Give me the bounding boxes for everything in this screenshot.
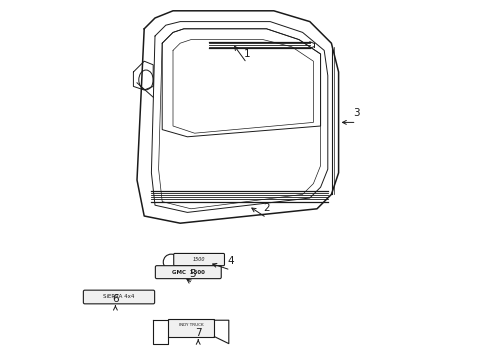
Text: SiERRA 4x4: SiERRA 4x4 bbox=[103, 294, 135, 300]
Text: INDY TRUCK: INDY TRUCK bbox=[179, 323, 203, 327]
FancyBboxPatch shape bbox=[83, 290, 155, 304]
Text: 1: 1 bbox=[244, 49, 250, 59]
Text: 1500: 1500 bbox=[193, 257, 205, 262]
Text: 2: 2 bbox=[263, 203, 270, 213]
Text: 6: 6 bbox=[112, 294, 119, 304]
Text: 5: 5 bbox=[190, 269, 196, 279]
Bar bbox=[168, 319, 215, 337]
FancyBboxPatch shape bbox=[174, 253, 224, 266]
Text: 4: 4 bbox=[227, 256, 234, 266]
FancyBboxPatch shape bbox=[155, 266, 221, 279]
Text: GMC  1500: GMC 1500 bbox=[172, 270, 205, 275]
Text: 7: 7 bbox=[195, 328, 201, 338]
Text: 3: 3 bbox=[353, 108, 360, 118]
